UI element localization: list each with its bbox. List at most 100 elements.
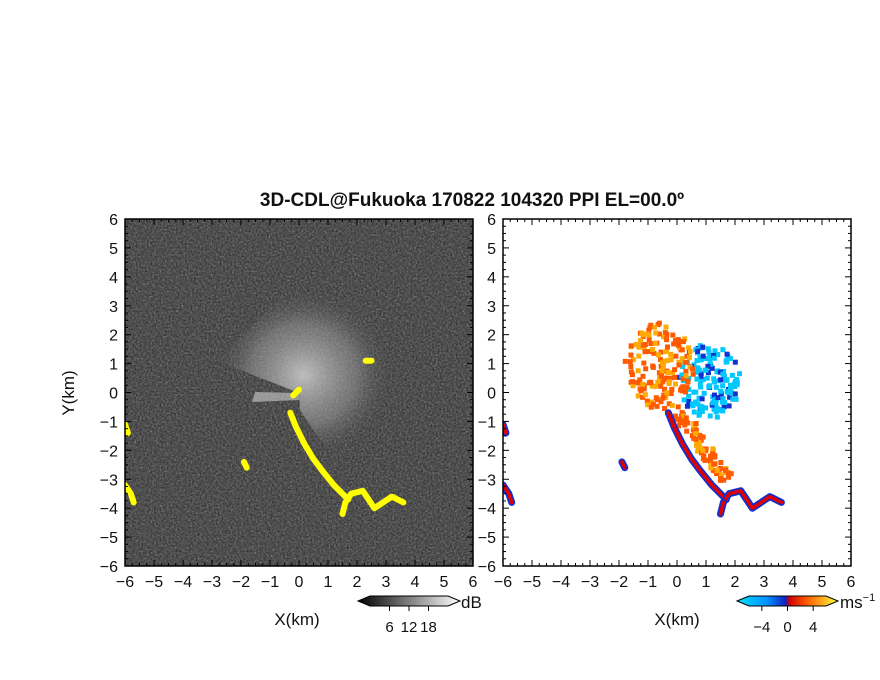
velocity-pixel <box>719 472 725 478</box>
velocity-pixel <box>720 408 726 414</box>
velocity-pixel <box>628 343 634 349</box>
right-colorbar-bar <box>735 595 840 607</box>
x-tick-label: −4 <box>174 574 192 591</box>
velocity-pixel <box>656 320 662 326</box>
velocity-pixel <box>660 363 666 369</box>
velocity-pixel <box>681 360 687 366</box>
velocity-pixel <box>686 345 692 351</box>
velocity-pixel <box>704 375 710 381</box>
velocity-pixel <box>658 357 664 363</box>
colorbar-tick-label: 12 <box>401 619 418 636</box>
velocity-pixel <box>659 368 665 374</box>
velocity-pixel <box>648 341 654 347</box>
velocity-pixel <box>676 359 682 365</box>
y-tick-label: 0 <box>487 386 496 403</box>
velocity-pixel <box>646 380 652 386</box>
y-tick-label: 2 <box>487 328 496 345</box>
chart-title: 3D-CDL@Fukuoka 170822 104320 PPI EL=00.0… <box>260 190 684 211</box>
yellow-highlight-streak <box>342 487 407 512</box>
x-tick-label: 1 <box>324 574 333 591</box>
velocity-pixel <box>702 457 708 463</box>
velocity-pixel <box>720 396 726 402</box>
velocity-pixel <box>727 394 733 400</box>
x-tick-label: −5 <box>523 574 541 591</box>
y-tick-label: −4 <box>100 501 118 518</box>
y-tick-label: 3 <box>109 299 118 316</box>
velocity-pixel <box>660 379 666 385</box>
velocity-pixel <box>656 370 662 376</box>
velocity-pixel <box>676 423 682 429</box>
velocity-pixel <box>708 465 714 471</box>
velocity-pixel <box>664 337 670 343</box>
x-tick-label: −1 <box>639 574 657 591</box>
velocity-pixel <box>728 384 734 390</box>
velocity-pixel <box>668 391 674 397</box>
velocity-pixel <box>710 446 716 452</box>
x-tick-label: 3 <box>760 574 769 591</box>
x-tick-label: 4 <box>789 574 798 591</box>
y-tick-label: 1 <box>487 357 496 374</box>
velocity-pixel <box>695 448 701 454</box>
velocity-pixel <box>658 373 664 379</box>
velocity-pixel <box>711 352 717 358</box>
velocity-pixel <box>734 382 740 388</box>
velocity-pixel <box>641 386 647 392</box>
velocity-pixel <box>665 369 671 375</box>
x-tick-label: −4 <box>552 574 570 591</box>
velocity-pixel <box>672 367 678 373</box>
velocity-pixel <box>649 383 655 389</box>
velocity-pixel <box>733 396 739 402</box>
velocity-pixel <box>628 364 634 370</box>
velocity-pixel <box>692 424 698 430</box>
right-panel: −6 −5 −4 −3 −2 −1 0 1 2 3 4 5 6 6 5 4 3 2 1 0 −1 −2 −3 −4 −5 −6 X… <box>478 212 856 629</box>
velocity-pixel <box>685 379 691 385</box>
x-tick-label: −2 <box>610 574 628 591</box>
velocity-pixel <box>661 386 667 392</box>
velocity-pixel <box>668 351 674 357</box>
x-tick-label: 6 <box>847 574 856 591</box>
velocity-pixel <box>658 399 664 405</box>
right-colorbar: −4 0 4 ms−1 <box>735 592 875 636</box>
velocity-pixel <box>693 389 699 395</box>
colorbar-tick-label: 0 <box>783 619 791 636</box>
velocity-pixel <box>720 347 726 353</box>
velocity-pixel <box>712 454 718 460</box>
velocity-edge-red <box>666 410 729 502</box>
yellow-highlight-streak <box>287 409 352 503</box>
velocity-pixel <box>686 393 692 399</box>
velocity-pixel <box>643 366 649 372</box>
velocity-pixel <box>663 375 669 381</box>
yellow-highlight-streak <box>240 458 250 471</box>
velocity-pixel <box>675 404 681 410</box>
velocity-pixel <box>622 358 628 364</box>
velocity-pixel <box>694 376 700 382</box>
velocity-pixel <box>696 412 702 418</box>
velocity-pixel <box>690 401 696 407</box>
colorbar-tick-label: 4 <box>809 619 817 636</box>
velocity-pixel <box>723 358 729 364</box>
velocity-pixel <box>712 379 718 385</box>
colorbar-tick-label: 6 <box>385 619 393 636</box>
velocity-pixel <box>707 413 713 419</box>
velocity-pixel <box>686 398 692 404</box>
velocity-pixel <box>642 392 648 398</box>
velocity-pixel <box>718 477 724 483</box>
velocity-pixel <box>719 399 725 405</box>
velocity-pixel <box>667 375 673 381</box>
velocity-pixel <box>712 392 718 398</box>
y-tick-label: 1 <box>109 357 118 374</box>
velocity-pixel <box>650 364 656 370</box>
x-tick-label: 4 <box>411 574 420 591</box>
velocity-pixel <box>708 461 714 467</box>
velocity-pixel <box>660 395 666 401</box>
velocity-pixel <box>669 386 675 392</box>
velocity-pixel <box>627 359 633 365</box>
velocity-pixel <box>652 340 658 346</box>
y-tick-label: 2 <box>109 328 118 345</box>
x-tick-label: −1 <box>261 574 279 591</box>
velocity-pixel <box>732 359 738 365</box>
yellow-highlight-streak <box>290 386 302 399</box>
velocity-pixel <box>693 431 699 437</box>
velocity-pixel <box>644 331 650 337</box>
velocity-pixel <box>664 344 670 350</box>
